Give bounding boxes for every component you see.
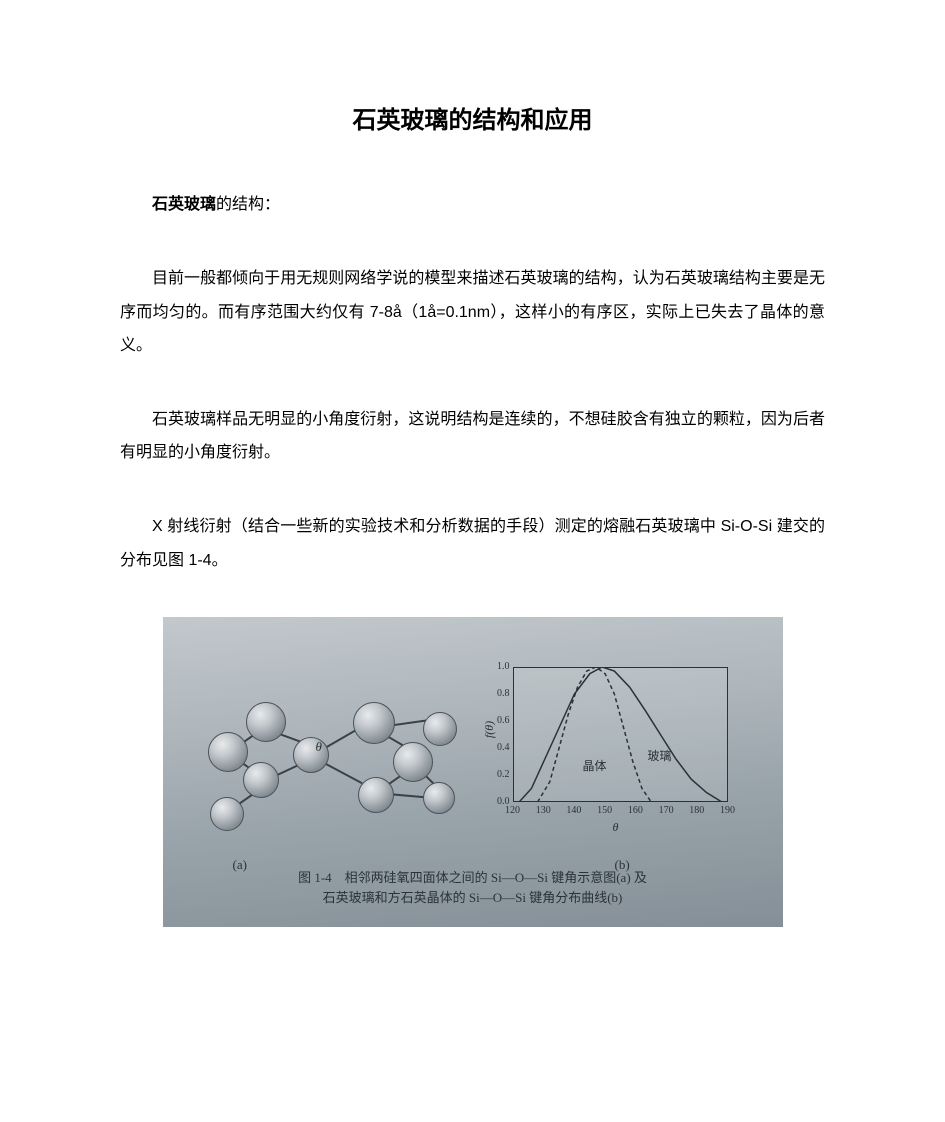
molecular-diagram: θ: [198, 687, 458, 847]
atom-sphere: [246, 702, 286, 742]
atom-sphere: [358, 777, 394, 813]
section-bold: 石英玻璃: [152, 196, 216, 213]
atom-sphere: [243, 762, 279, 798]
atom-sphere: [353, 702, 395, 744]
y-tick: 0.2: [485, 769, 510, 780]
x-tick: 170: [654, 805, 678, 816]
figure-caption: 图 1-4 相邻两硅氧四面体之间的 Si—O—Si 键角示意图(a) 及 石英玻…: [163, 868, 783, 910]
x-tick: 160: [623, 805, 647, 816]
caption-line-1: 图 1-4 相邻两硅氧四面体之间的 Si—O—Si 键角示意图(a) 及: [298, 870, 647, 885]
atom-sphere: [208, 732, 248, 772]
x-tick: 120: [501, 805, 525, 816]
x-tick: 190: [716, 805, 740, 816]
atom-sphere: [293, 737, 329, 773]
y-tick: 1.0: [485, 661, 510, 672]
theta-label: θ: [316, 739, 322, 755]
glass-label: 玻璃: [648, 747, 672, 764]
chart-curves: [513, 667, 728, 802]
x-tick: 140: [562, 805, 586, 816]
distribution-chart: f(θ) θ 0.00.20.40.60.81.0120130140150160…: [483, 662, 738, 837]
crystal-label: 晶体: [583, 757, 607, 774]
page-title: 石英玻璃的结构和应用: [120, 100, 825, 135]
atom-sphere: [210, 797, 244, 831]
x-axis-label: θ: [613, 820, 619, 835]
atom-sphere: [423, 782, 455, 814]
section-heading: 石英玻璃的结构：: [120, 190, 825, 214]
atom-sphere: [423, 712, 457, 746]
y-tick: 0.6: [485, 715, 510, 726]
paragraph-2: 石英玻璃样品无明显的小角度衍射，这说明结构是连续的，不想硅胶含有独立的颗粒，因为…: [120, 403, 825, 470]
figure-image: θ (a) f(θ) θ 0.00.20.40.60.81.0120130140…: [163, 617, 783, 927]
x-tick: 150: [593, 805, 617, 816]
crystal-curve: [537, 667, 651, 802]
y-tick: 0.8: [485, 688, 510, 699]
figure-1-4: θ (a) f(θ) θ 0.00.20.40.60.81.0120130140…: [163, 617, 783, 927]
x-tick: 180: [685, 805, 709, 816]
paragraph-3: X 射线衍射（结合一些新的实验技术和分析数据的手段）测定的熔融石英玻璃中 Si-…: [120, 510, 825, 577]
section-rest: 的结构：: [216, 196, 280, 213]
paragraph-1: 目前一般都倾向于用无规则网络学说的模型来描述石英玻璃的结构，认为石英玻璃结构主要…: [120, 262, 825, 363]
atom-sphere: [393, 742, 433, 782]
y-tick: 0.4: [485, 742, 510, 753]
caption-line-2: 石英玻璃和方石英晶体的 Si—O—Si 键角分布曲线(b): [323, 890, 623, 905]
x-tick: 130: [531, 805, 555, 816]
